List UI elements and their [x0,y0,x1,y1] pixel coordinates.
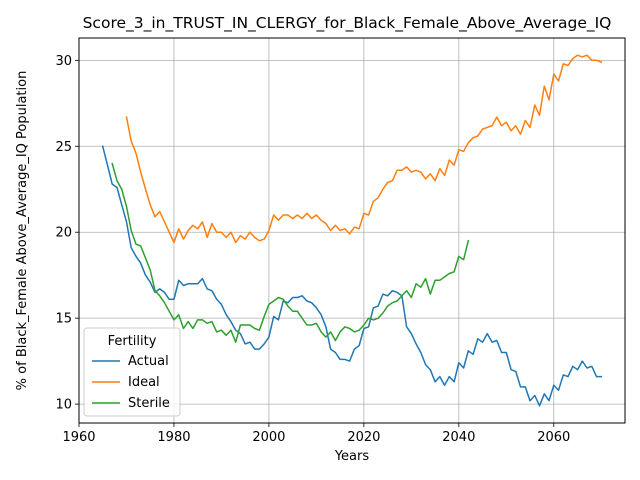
legend-entry-ideal: Ideal [128,375,160,390]
chart-title: Score_3_in_TRUST_IN_CLERGY_for_Black_Fem… [83,14,612,33]
x-tick-label: 2020 [347,430,380,445]
series-lines [101,54,603,407]
x-tick-label: 2000 [252,430,285,445]
plot-frame [78,37,626,424]
series-line-actual [101,145,603,407]
x-tick-label: 1960 [62,430,95,445]
legend-box [83,327,181,417]
x-axis-label: Years [334,449,370,464]
x-tick-label: 2060 [537,430,570,445]
legend-entry-actual: Actual [128,354,169,369]
y-tick-label: 30 [55,54,72,69]
series-line-sterile [111,162,470,343]
legend-title: Fertility [108,334,157,349]
y-axis: 10 15 20 25 30 [55,54,79,413]
y-tick-label: 15 [55,312,72,327]
y-tick-label: 10 [55,398,72,413]
legend: Fertility Actual Ideal Sterile [83,327,181,417]
x-tick-label: 2040 [442,430,475,445]
legend-entry-sterile: Sterile [128,396,170,411]
y-tick-label: 25 [55,140,72,155]
x-tick-label: 1980 [157,430,190,445]
series-line-ideal [125,54,603,244]
y-tick-label: 20 [55,226,72,241]
x-axis: 1960 1980 2000 2020 2040 2060 [62,423,570,445]
y-axis-label: % of Black_Female Above_Average_IQ Popul… [15,71,30,391]
